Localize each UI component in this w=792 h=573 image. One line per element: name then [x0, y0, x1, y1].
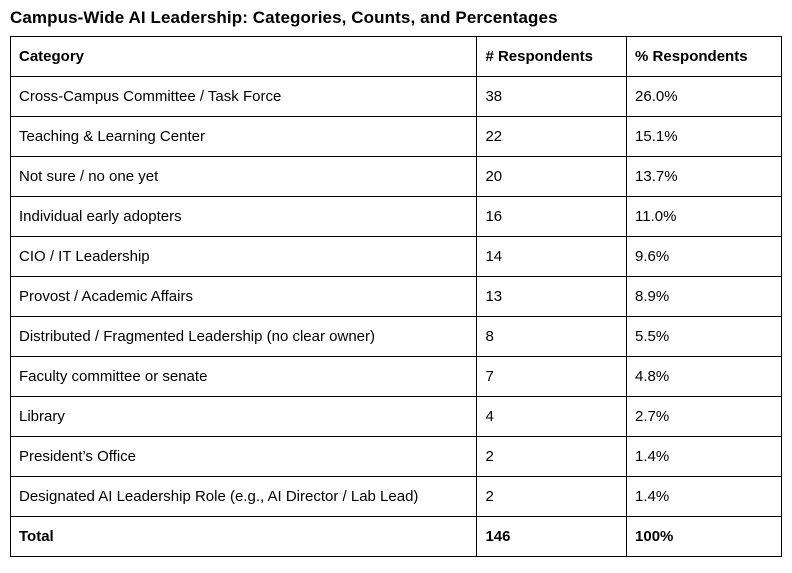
column-header: # Respondents: [476, 36, 628, 77]
data-table: Category # Respondents% Respondents Cross…: [9, 36, 782, 557]
table-cell: Total: [9, 516, 478, 557]
table-cell: 26.0%: [626, 76, 782, 117]
table-cell: 7: [476, 356, 628, 397]
table-cell: 11.0%: [626, 196, 782, 237]
table-cell: 4.8%: [626, 356, 782, 397]
table-cell: 20: [476, 156, 628, 197]
table-cell: President’s Office: [9, 436, 478, 477]
table-cell: 1.4%: [626, 476, 782, 517]
table-cell: 5.5%: [626, 316, 782, 357]
table-cell: Faculty committee or senate: [9, 356, 478, 397]
table-cell: 8.9%: [626, 276, 782, 317]
table-cell: Individual early adopters: [9, 196, 478, 237]
table-cell: 13.7%: [626, 156, 782, 197]
table-row: Individual early adopters 16 11.0%: [9, 196, 782, 237]
table-cell: 1.4%: [626, 436, 782, 477]
table-cell: 22: [476, 116, 628, 157]
table-cell: Teaching & Learning Center: [9, 116, 478, 157]
table-cell: 16: [476, 196, 628, 237]
page-title: Campus-Wide AI Leadership: Categories, C…: [10, 8, 558, 27]
table-row: Library 4 2.7%: [9, 396, 782, 437]
table-cell: Library: [9, 396, 478, 437]
header-row: Category # Respondents% Respondents: [9, 36, 782, 77]
table-row: Provost / Academic Affairs 13 8.9%: [9, 276, 782, 317]
table-row: Cross-Campus Committee / Task Force 38 26.…: [9, 76, 782, 117]
table-cell: 2.7%: [626, 396, 782, 437]
table-cell: Designated AI Leadership Role (e.g., AI …: [9, 476, 478, 517]
table-cell: Not sure / no one yet: [9, 156, 478, 197]
table-cell: 100%: [626, 516, 782, 557]
table-row: Designated AI Leadership Role (e.g., AI …: [9, 476, 782, 517]
column-header: Category: [9, 36, 478, 77]
table-cell: Provost / Academic Affairs: [9, 276, 478, 317]
table-cell: Distributed / Fragmented Leadership (no …: [9, 316, 478, 357]
table-row: Faculty committee or senate 7 4.8%: [9, 356, 782, 397]
table-cell: 9.6%: [626, 236, 782, 277]
table-cell: 2: [476, 436, 628, 477]
table-cell: Cross-Campus Committee / Task Force: [9, 76, 478, 117]
table-row: Distributed / Fragmented Leadership (no …: [9, 316, 782, 357]
table-row: Not sure / no one yet 20 13.7%: [9, 156, 782, 197]
table-row: Teaching & Learning Center 22 15.1%: [9, 116, 782, 157]
table-cell: 146: [476, 516, 628, 557]
table-cell: 13: [476, 276, 628, 317]
table-cell: 2: [476, 476, 628, 517]
table-cell: 8: [476, 316, 628, 357]
table-cell: 4: [476, 396, 628, 437]
table-row: President’s Office 2 1.4%: [9, 436, 782, 477]
table-row: CIO / IT Leadership 14 9.6%: [9, 236, 782, 277]
table-cell: CIO / IT Leadership: [9, 236, 478, 277]
total-row: Total 146 100%: [9, 516, 782, 557]
table-body: Cross-Campus Committee / Task Force 38 26.…: [9, 76, 782, 557]
column-header: % Respondents: [626, 36, 782, 77]
table-cell: 38: [476, 76, 628, 117]
table-cell: 15.1%: [626, 116, 782, 157]
table-cell: 14: [476, 236, 628, 277]
